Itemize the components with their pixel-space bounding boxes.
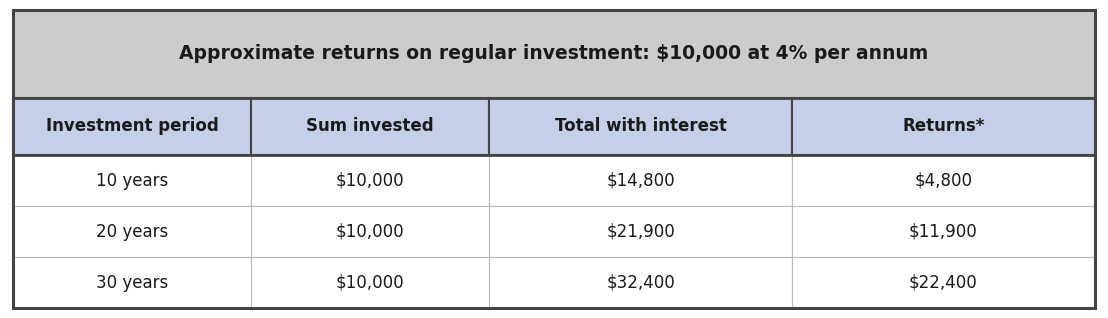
Text: $4,800: $4,800 <box>914 172 973 190</box>
Bar <box>13 98 252 155</box>
Text: Total with interest: Total with interest <box>555 117 727 135</box>
Text: 20 years: 20 years <box>96 223 168 241</box>
Bar <box>252 155 489 206</box>
Text: $10,000: $10,000 <box>336 172 404 190</box>
Text: $22,400: $22,400 <box>909 274 977 292</box>
Bar <box>792 98 1095 155</box>
Text: $11,900: $11,900 <box>909 223 977 241</box>
Text: Sum invested: Sum invested <box>306 117 434 135</box>
Text: Investment period: Investment period <box>45 117 218 135</box>
Bar <box>252 98 489 155</box>
Bar <box>252 206 489 257</box>
Bar <box>489 206 792 257</box>
Bar <box>489 98 792 155</box>
Text: $10,000: $10,000 <box>336 223 404 241</box>
Bar <box>792 257 1095 308</box>
Bar <box>13 10 1095 98</box>
Text: $10,000: $10,000 <box>336 274 404 292</box>
Text: $32,400: $32,400 <box>606 274 675 292</box>
Text: 30 years: 30 years <box>96 274 168 292</box>
Bar <box>489 257 792 308</box>
Bar <box>792 155 1095 206</box>
Bar <box>13 257 252 308</box>
Text: Returns*: Returns* <box>902 117 985 135</box>
Bar <box>13 206 252 257</box>
Text: $21,900: $21,900 <box>606 223 675 241</box>
Bar <box>13 155 252 206</box>
Bar <box>792 206 1095 257</box>
Text: $14,800: $14,800 <box>606 172 675 190</box>
Text: Approximate returns on regular investment: $10,000 at 4% per annum: Approximate returns on regular investmen… <box>179 44 929 63</box>
Text: 10 years: 10 years <box>96 172 168 190</box>
Bar <box>252 257 489 308</box>
Bar <box>489 155 792 206</box>
